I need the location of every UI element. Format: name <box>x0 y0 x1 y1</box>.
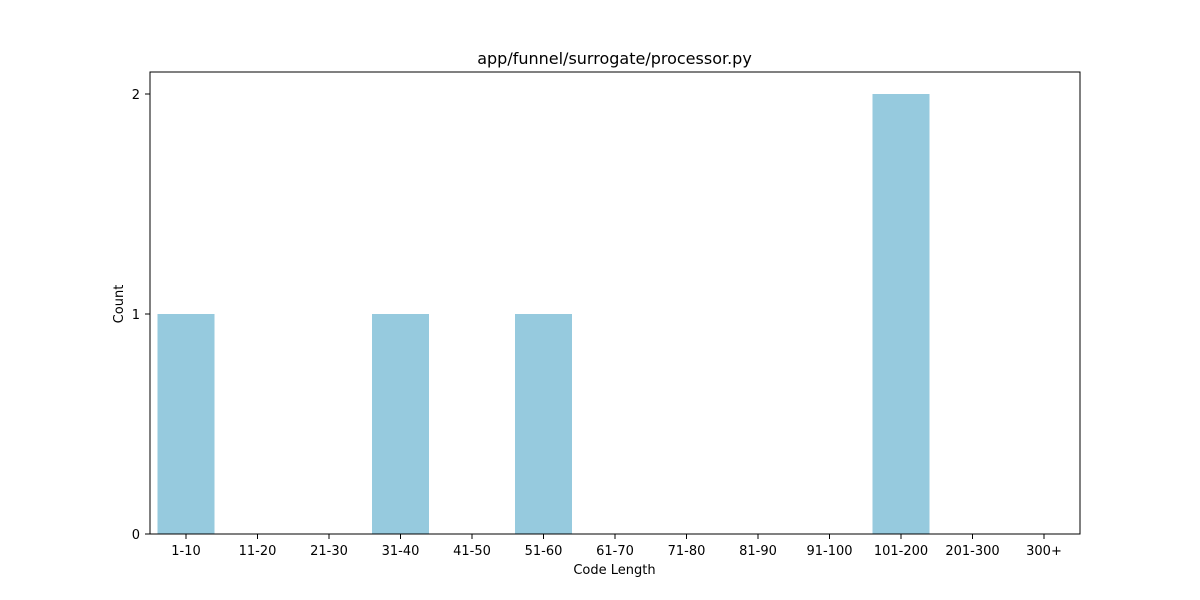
x-tick-label: 61-70 <box>596 544 634 559</box>
plot-frame <box>149 71 1081 535</box>
x-tick-label: 1-10 <box>171 544 201 559</box>
bar-31-40 <box>372 314 429 534</box>
bar-51-60 <box>515 314 572 534</box>
bar-1-10 <box>157 314 215 534</box>
y-tick-label: 0 <box>132 528 140 543</box>
x-axis: 1-10 11-20 21-30 31-40 41-50 51-60 61-70 71-80 8… <box>171 534 1062 559</box>
x-tick-label: 41-50 <box>453 544 491 559</box>
y-axis: 0 1 2 <box>132 88 150 543</box>
x-tick-label: 91-100 <box>806 544 852 559</box>
y-tick-label: 2 <box>132 88 140 103</box>
plot-area <box>149 71 1081 535</box>
y-axis-label: Count <box>112 285 127 324</box>
x-tick-label: 31-40 <box>382 544 420 559</box>
x-tick-label: 300+ <box>1026 544 1062 559</box>
x-tick-label: 81-90 <box>739 544 777 559</box>
x-tick-label: 51-60 <box>525 544 563 559</box>
x-tick-label: 71-80 <box>668 544 706 559</box>
x-axis-label: Code Length <box>573 563 655 578</box>
bars-layer <box>157 94 930 534</box>
x-tick-label: 21-30 <box>310 544 348 559</box>
bar-101-200 <box>872 94 930 534</box>
chart-title: app/funnel/surrogate/processor.py <box>477 49 752 68</box>
x-tick-label: 201-300 <box>945 544 999 559</box>
y-tick-label: 1 <box>132 308 140 323</box>
x-tick-label: 11-20 <box>239 544 277 559</box>
x-tick-label: 101-200 <box>874 544 928 559</box>
